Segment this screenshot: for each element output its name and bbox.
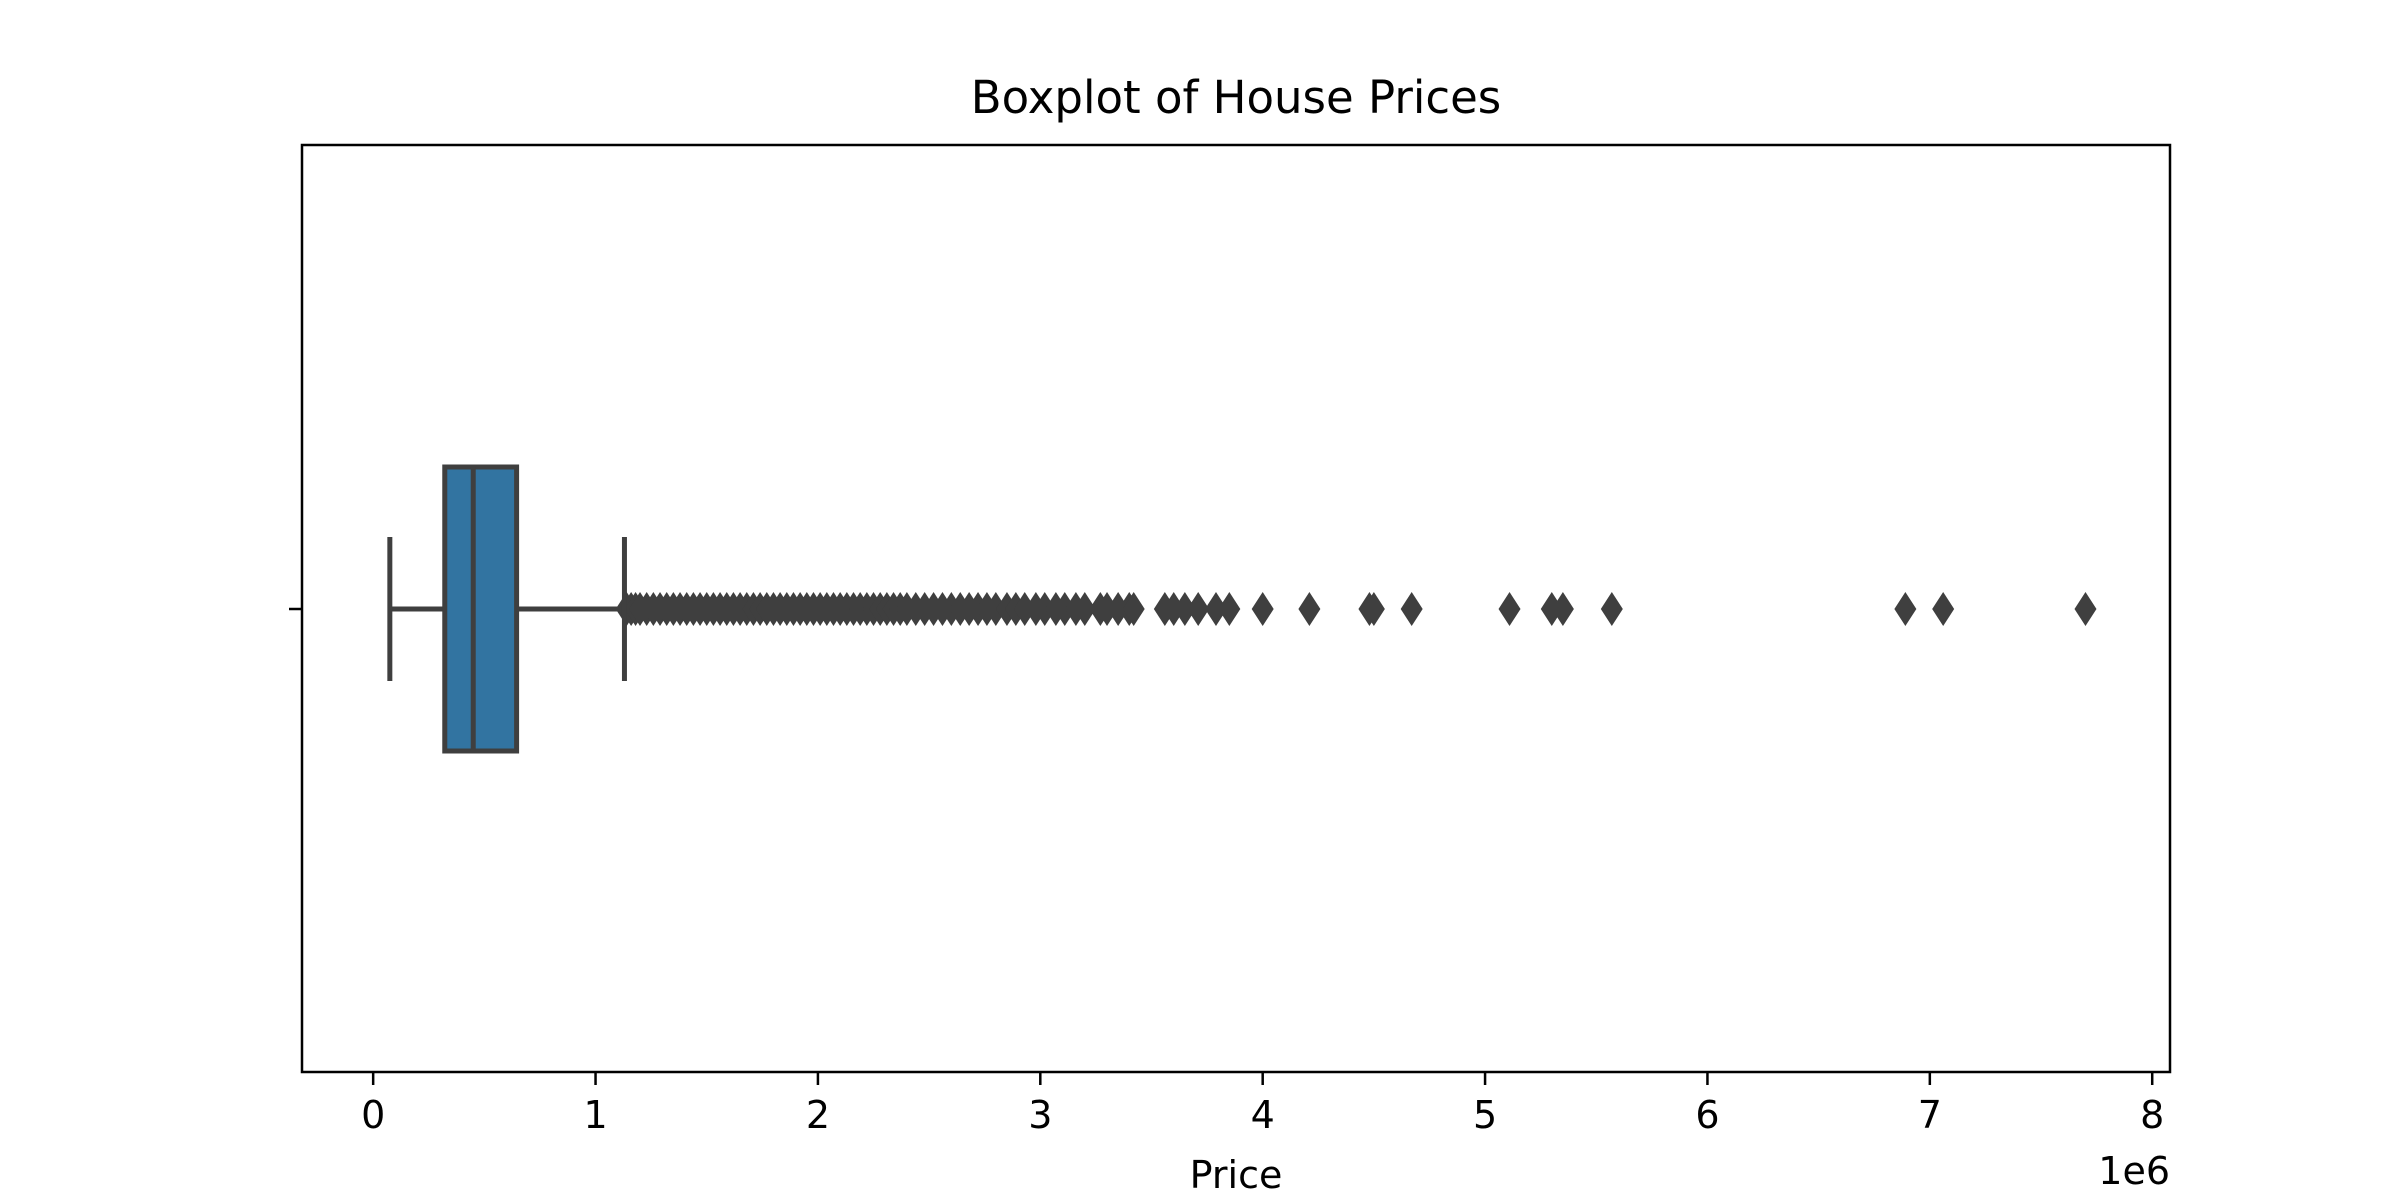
outlier-point (1362, 592, 1385, 626)
x-tick-label: 5 (1473, 1093, 1497, 1137)
outlier-point (1173, 592, 1196, 626)
x-tick-label: 7 (1918, 1093, 1942, 1137)
x-axis-label: Price (1190, 1153, 1283, 1197)
outlier-point (1498, 592, 1521, 626)
x-tick-label: 0 (361, 1093, 385, 1137)
outlier-point (1073, 592, 1096, 626)
outlier-point (984, 592, 1007, 626)
x-tick-label: 1 (583, 1093, 607, 1137)
x-tick-label: 6 (1695, 1093, 1719, 1137)
outlier-point (1162, 592, 1185, 626)
x-tick-label: 4 (1251, 1093, 1275, 1137)
outlier-point (1122, 592, 1145, 626)
x-tick-label: 8 (2140, 1093, 2164, 1137)
outlier-point (1033, 592, 1056, 626)
outlier-point (1894, 592, 1917, 626)
outlier-point (1053, 592, 1076, 626)
chart-title: Boxplot of House Prices (971, 71, 1501, 124)
x-axis-offset-label: 1e6 (2098, 1149, 2170, 1193)
outlier-point (1013, 592, 1036, 626)
outlier-point (1551, 592, 1574, 626)
outlier-point (1540, 592, 1563, 626)
outlier-point (1187, 592, 1210, 626)
outlier-point (2074, 592, 2097, 626)
x-tick-label: 3 (1028, 1093, 1052, 1137)
outlier-point (1218, 592, 1241, 626)
outlier-point (1600, 592, 1623, 626)
iqr-box (442, 464, 520, 754)
x-tick-label: 2 (806, 1093, 830, 1137)
outlier-point (1096, 592, 1119, 626)
outlier-point (1932, 592, 1955, 626)
outlier-point (1400, 592, 1423, 626)
outlier-point (1298, 592, 1321, 626)
outlier-point (1204, 592, 1227, 626)
outlier-point (1107, 592, 1130, 626)
outlier-point (1251, 592, 1274, 626)
